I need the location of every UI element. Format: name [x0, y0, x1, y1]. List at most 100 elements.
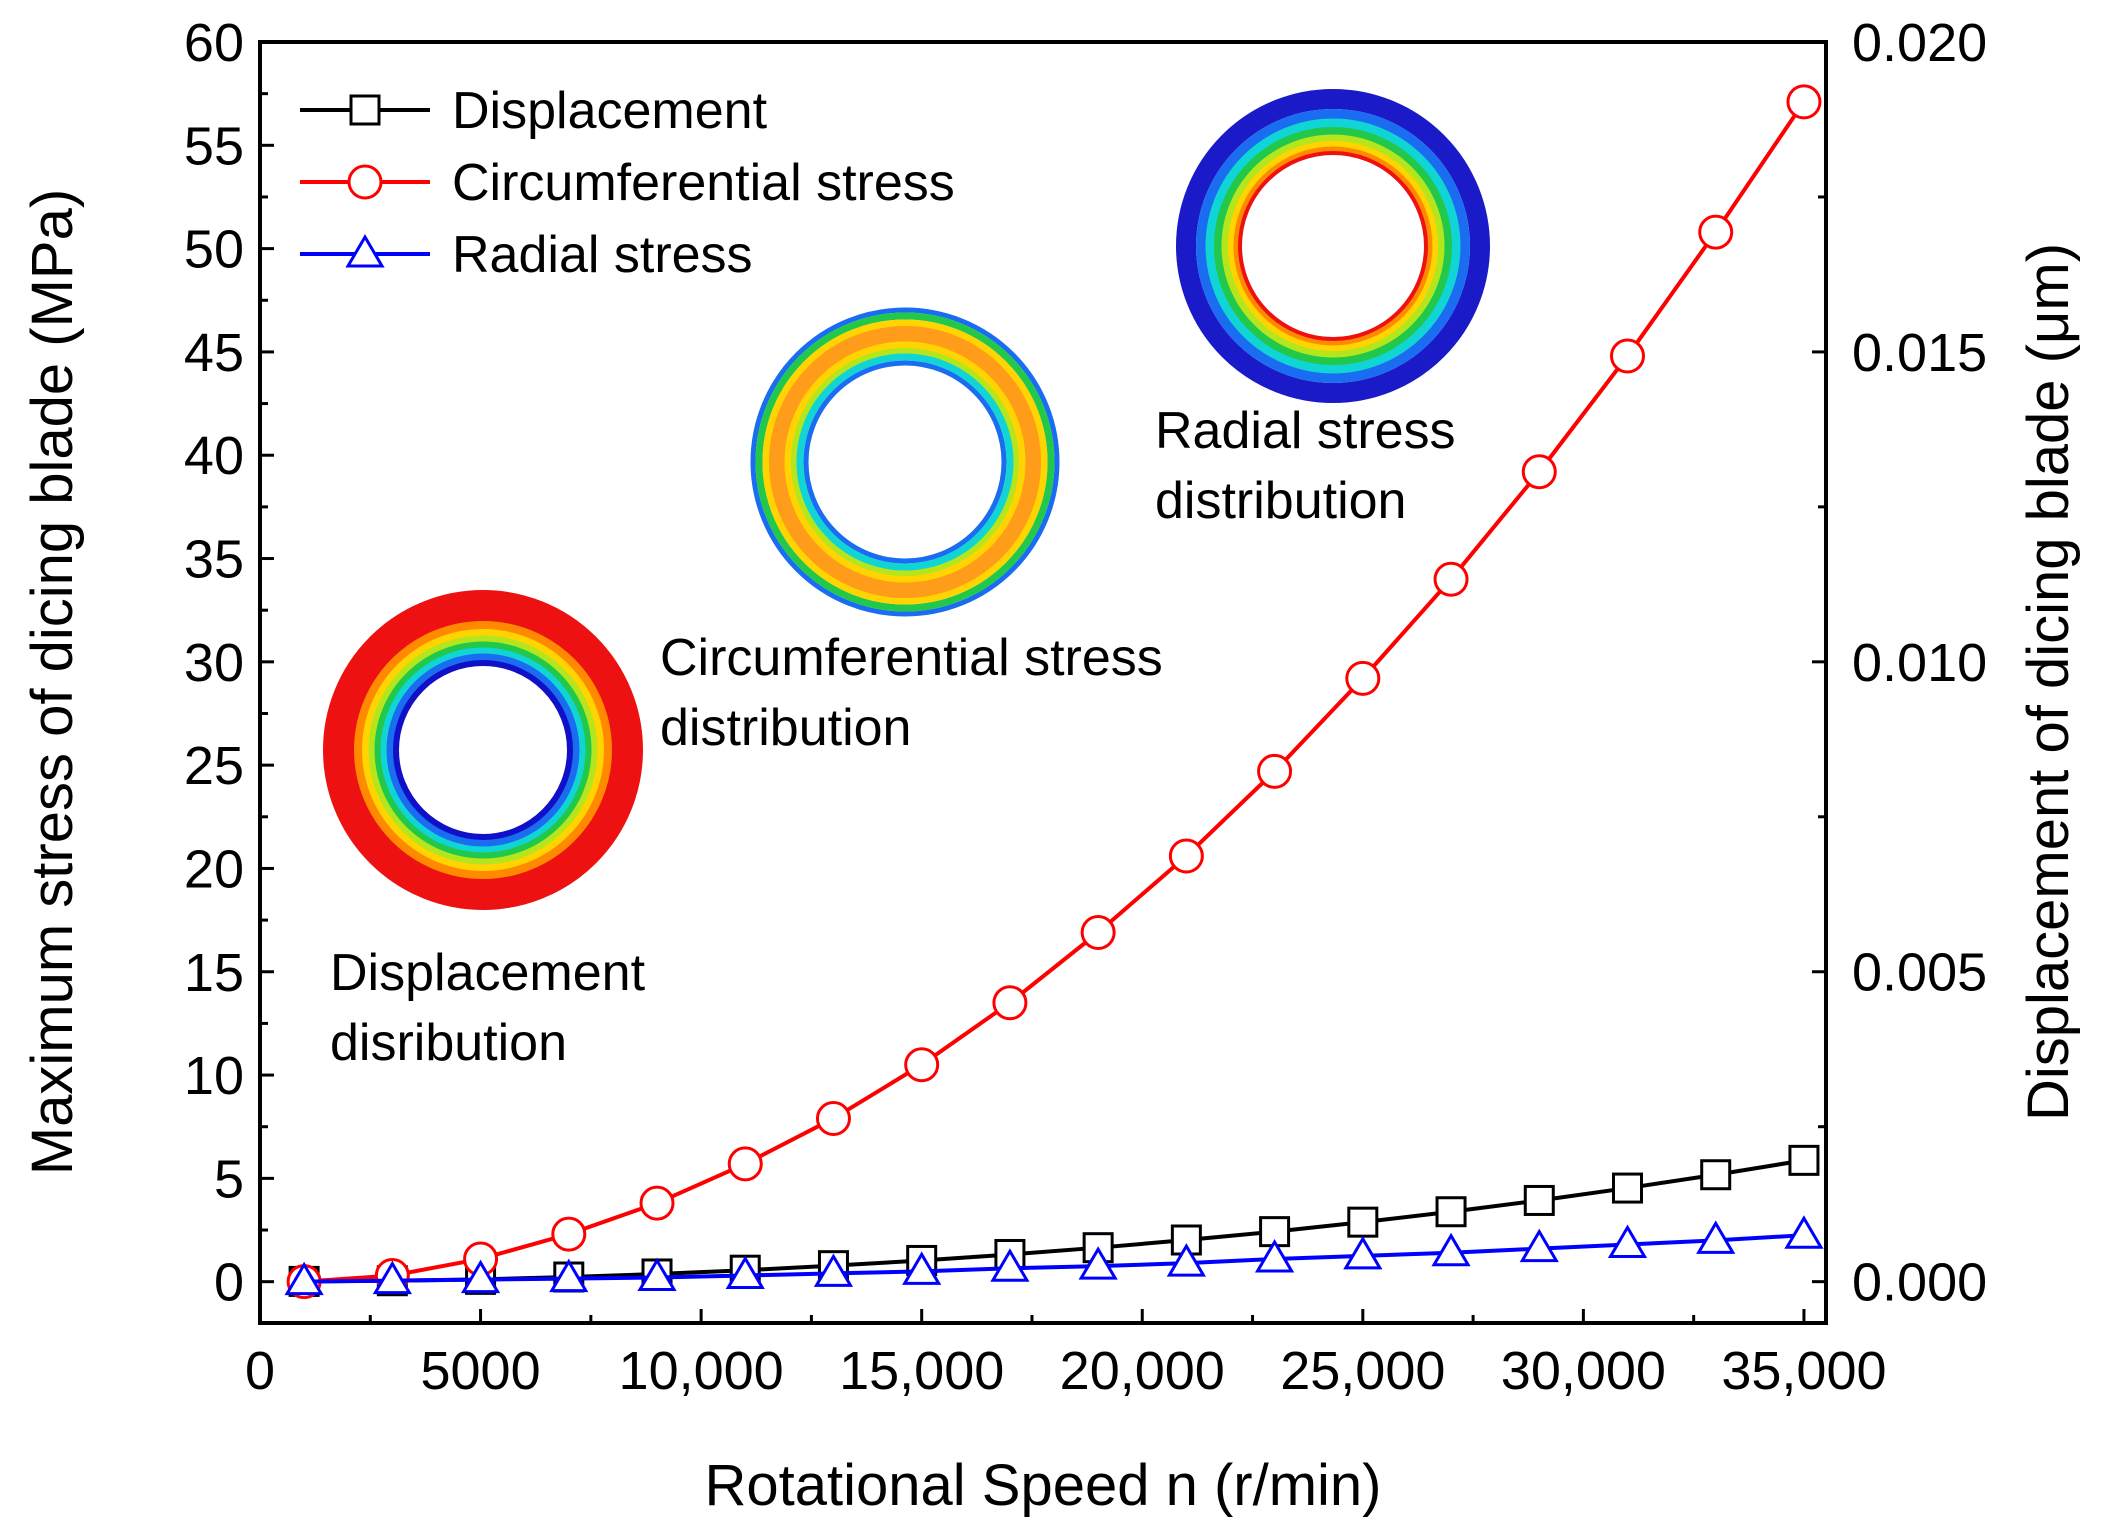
y-tick-label: 45 — [184, 323, 244, 383]
data-point-displacement — [1435, 1196, 1467, 1228]
data-point-radial-stress — [1078, 1246, 1118, 1280]
data-point-circumferential-stress — [639, 1185, 675, 1221]
y2-tick-label: 0.000 — [1852, 1253, 1987, 1313]
x-tick-label: 15,000 — [839, 1341, 1004, 1401]
legend-marker-radial-stress — [345, 234, 385, 268]
inset-displacement-ring-5 — [374, 641, 592, 859]
inset-radial-label-line2: distribution — [1155, 472, 1406, 530]
y2-tick-label: 0.020 — [1852, 13, 1987, 73]
inset-circumferential-ring-inner — [803, 360, 1007, 564]
inset-radial-ring-7 — [1233, 146, 1433, 346]
data-point-circumferential-stress — [815, 1100, 851, 1136]
y-tick-label: 0 — [214, 1253, 244, 1313]
y-axis-right-title: Displacement of dicing blade (μm) — [2016, 243, 2081, 1121]
inset-displacement-label-line1: Displacement — [330, 944, 646, 1002]
data-point-displacement — [1611, 1172, 1643, 1204]
data-point-radial-stress — [1784, 1215, 1824, 1249]
inset-displacement-ring-6 — [380, 647, 586, 853]
y-axis-left: 0 5 10 15 20 25 30 35 40 45 50 55 60 — [184, 13, 274, 1313]
data-point-radial-stress — [1166, 1243, 1206, 1277]
x-tick-label: 30,000 — [1501, 1341, 1666, 1401]
x-tick-label: 5000 — [420, 1341, 540, 1401]
y-tick-label: 25 — [184, 736, 244, 796]
y-axis-right: 0.000 0.005 0.010 0.015 0.020 — [1812, 13, 1987, 1313]
y-tick-label: 20 — [184, 839, 244, 899]
inset-circumferential-ring-3 — [762, 319, 1048, 605]
y-tick-label: 60 — [184, 13, 244, 73]
data-point-displacement — [1347, 1206, 1379, 1238]
inset-circumferential-label-line1: Circumferential stress — [660, 629, 1163, 687]
y-tick-label: 55 — [184, 116, 244, 176]
y2-tick-label: 0.015 — [1852, 323, 1987, 383]
data-point-circumferential-stress — [1345, 660, 1381, 696]
data-point-radial-stress — [902, 1251, 942, 1285]
inset-circumferential-ring-6 — [791, 348, 1019, 576]
x-axis-title: Rotational Speed n (r/min) — [705, 1453, 1382, 1518]
inset-displacement-ring-4 — [368, 635, 598, 865]
data-point-radial-stress — [725, 1255, 765, 1289]
inset-radial-ring-5 — [1221, 134, 1445, 358]
data-point-circumferential-stress — [727, 1146, 763, 1182]
y-tick-label: 5 — [214, 1149, 244, 1209]
legend-marker-circumferential-stress — [347, 164, 383, 200]
data-point-radial-stress — [1254, 1238, 1295, 1273]
x-tick-label: 20,000 — [1060, 1341, 1225, 1401]
inset-displacement: Displacement disribution — [323, 590, 646, 1072]
inset-displacement-ring-7 — [386, 653, 580, 847]
inset-displacement-ring-inner — [393, 660, 573, 840]
inset-displacement-ring-2 — [354, 621, 612, 879]
y2-tick-label: 0.010 — [1852, 633, 1987, 693]
y-tick-label: 50 — [184, 220, 244, 280]
inset-circumferential-ring-7 — [796, 353, 1014, 571]
data-point-circumferential-stress — [1168, 838, 1204, 874]
plot-frame — [258, 40, 1828, 1325]
y2-tick-label: 0.005 — [1852, 943, 1987, 1003]
data-point-radial-stress — [1431, 1232, 1471, 1267]
x-tick-label: 35,000 — [1721, 1341, 1886, 1401]
data-point-displacement — [1700, 1159, 1732, 1191]
data-point-circumferential-stress — [1257, 753, 1293, 789]
y-tick-label: 35 — [184, 530, 244, 590]
inset-radial-ring-3 — [1205, 118, 1461, 374]
y-axis-left-title: Maximum stress of dicing blade (MPa) — [20, 189, 85, 1175]
y-tick-label: 15 — [184, 943, 244, 1003]
inset-radial-label-line1: Radial stress — [1155, 402, 1456, 460]
data-point-circumferential-stress — [1609, 338, 1645, 374]
legend: Displacement Circumferential stress Radial… — [300, 82, 955, 284]
data-point-radial-stress — [460, 1259, 501, 1294]
inset-displacement-ring-3 — [362, 629, 604, 871]
data-point-radial-stress — [1696, 1220, 1736, 1254]
series-line-radial-stress — [304, 1233, 1805, 1284]
y-tick-label: 40 — [184, 426, 244, 486]
x-tick-label: 0 — [245, 1341, 275, 1401]
data-point-circumferential-stress — [904, 1047, 940, 1083]
data-point-radial-stress — [1607, 1224, 1648, 1258]
x-tick-label: 10,000 — [619, 1341, 784, 1401]
data-point-radial-stress — [1519, 1228, 1559, 1263]
inset-radial-ring-4 — [1214, 127, 1452, 365]
data-point-displacement — [1788, 1144, 1820, 1176]
data-point-displacement — [1523, 1184, 1555, 1216]
data-point-radial-stress — [1343, 1235, 1383, 1270]
inset-circumferential-ring-outer — [750, 307, 1060, 617]
data-point-radial-stress — [549, 1258, 589, 1293]
inset-circumferential-ring-2 — [755, 312, 1055, 612]
data-point-circumferential-stress — [1786, 84, 1822, 120]
data-point-circumferential-stress — [1698, 214, 1734, 250]
inset-circumferential-label-line2: distribution — [660, 699, 911, 757]
inset-radial-ring-6 — [1228, 141, 1438, 351]
x-tick-label: 25,000 — [1280, 1341, 1445, 1401]
inset-radial-ring-inner — [1238, 151, 1428, 341]
y-tick-label: 10 — [184, 1046, 244, 1106]
legend-label-displacement: Displacement — [452, 82, 768, 140]
legend-label-radial-stress: Radial stress — [452, 226, 753, 284]
data-point-radial-stress — [372, 1260, 412, 1295]
legend-marker-displacement — [349, 94, 381, 126]
data-point-circumferential-stress — [551, 1216, 587, 1252]
inset-radial: Radial stress distribution — [1155, 89, 1490, 530]
data-point-circumferential-stress — [1433, 561, 1469, 597]
data-point-circumferential-stress — [1521, 454, 1557, 490]
inset-radial-ring-2 — [1196, 109, 1470, 383]
